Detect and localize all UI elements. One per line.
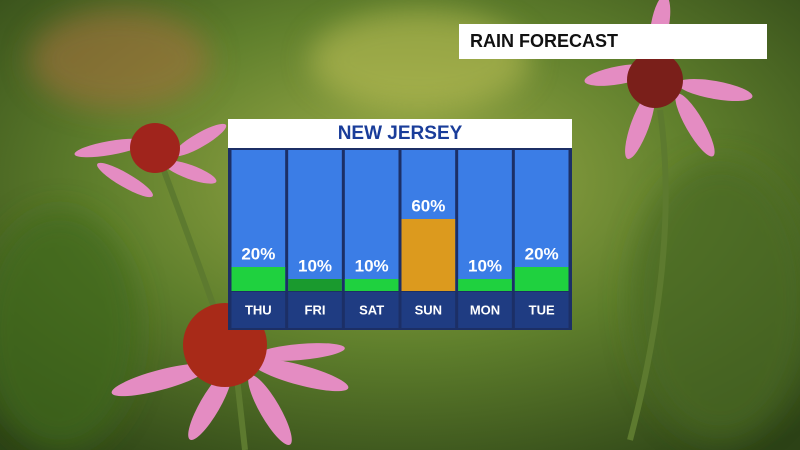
x-tick-label: TUE — [529, 302, 555, 317]
x-tick-label: FRI — [305, 302, 326, 317]
value-label: 20% — [241, 244, 275, 263]
day-strip — [288, 292, 342, 328]
value-label: 20% — [525, 244, 559, 263]
day-strip — [401, 292, 456, 328]
x-tick-label: THU — [245, 302, 272, 317]
flowers — [74, 0, 753, 450]
column — [288, 150, 342, 291]
bar — [344, 279, 399, 291]
bar — [231, 267, 286, 291]
value-label: 10% — [468, 256, 502, 275]
x-tick-label: SAT — [359, 302, 384, 317]
day-strip — [514, 292, 569, 328]
x-tick-label: SUN — [415, 302, 442, 317]
header-box — [459, 24, 767, 59]
day-strip — [344, 292, 399, 328]
bar — [401, 219, 456, 291]
day-strip — [458, 292, 512, 328]
column — [458, 150, 512, 291]
bar — [514, 267, 569, 291]
day-strip — [231, 292, 286, 328]
panel-header — [228, 119, 572, 148]
chart-title: NEW JERSEY — [338, 123, 463, 144]
header-title: RAIN FORECAST — [470, 31, 618, 51]
panel — [228, 119, 572, 330]
column — [344, 150, 399, 291]
value-label: 60% — [411, 196, 445, 215]
x-tick-label: MON — [470, 302, 500, 317]
bar — [458, 279, 512, 291]
value-label: 10% — [355, 256, 389, 275]
bar — [288, 279, 342, 291]
value-label: 10% — [298, 256, 332, 275]
